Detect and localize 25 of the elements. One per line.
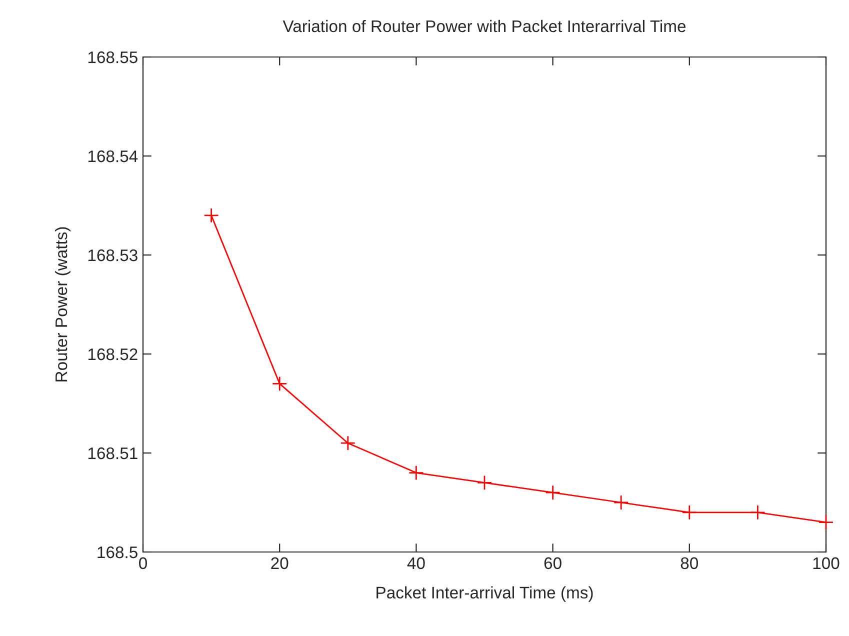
- point: [545, 484, 560, 500]
- x-tick-label: 0: [139, 557, 147, 570]
- point: [408, 465, 424, 480]
- y-tick-label: 168.52: [88, 348, 138, 360]
- x-axis-title: Packet Inter-arrival Time (ms): [376, 586, 593, 602]
- chart-title: Variation of Router Power with Packet Interarrival Time: [282, 20, 686, 32]
- point: [750, 504, 766, 520]
- point: [613, 494, 629, 510]
- x-tick-label: 80: [680, 557, 698, 570]
- point: [818, 514, 834, 530]
- point: [476, 475, 492, 490]
- x-tick-label: 60: [544, 557, 562, 570]
- y-axis-title: Router Power (watts): [54, 227, 70, 382]
- y-tick-label: 168.54: [88, 150, 138, 162]
- point: [204, 208, 219, 224]
- y-tick-label: 168.55: [88, 51, 138, 64]
- x-tick-label: 100: [813, 557, 840, 570]
- x-tick-label: 20: [271, 557, 288, 570]
- point: [682, 504, 698, 520]
- y-tick-label: 168.53: [88, 249, 138, 262]
- y-tick-label: 168.5: [98, 546, 138, 558]
- point: [340, 435, 356, 451]
- y-tick-label: 168.51: [88, 447, 138, 460]
- point: [272, 376, 288, 392]
- x-tick-label: 40: [407, 557, 425, 570]
